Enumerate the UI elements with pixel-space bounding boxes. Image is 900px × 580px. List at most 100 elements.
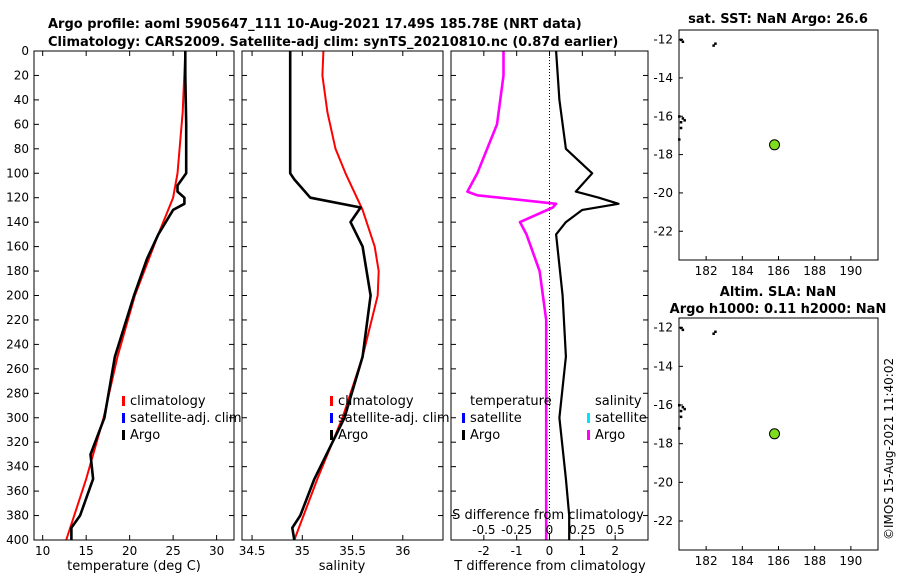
y-tick-label: 360 bbox=[6, 484, 29, 498]
y-tick-label: 260 bbox=[6, 362, 29, 376]
salinity-axes-frame bbox=[241, 50, 444, 541]
sst-map-panel: sat. SST: NaN Argo: 26.6 182 184 186 188 190… bbox=[653, 12, 879, 278]
y-tick-label: 200 bbox=[6, 289, 29, 303]
land-point bbox=[683, 119, 686, 122]
sla-map-title: Altim. SLA: NaN bbox=[720, 285, 836, 300]
temperature-xlabel: temperature (deg C) bbox=[67, 559, 201, 574]
y-tick-label: 340 bbox=[6, 460, 29, 474]
y-tick-label: 80 bbox=[14, 142, 29, 156]
y-tick-label: 320 bbox=[6, 435, 29, 449]
y-tick-label: 120 bbox=[6, 191, 29, 205]
y-tick-label: 20 bbox=[14, 68, 29, 82]
y-tick-label: 220 bbox=[6, 313, 29, 327]
legend-swatch-t-satellite bbox=[462, 413, 465, 423]
legend-swatch-satellite bbox=[330, 413, 333, 423]
map-x-tick-label: 190 bbox=[839, 554, 862, 568]
x-tick-label: 36 bbox=[395, 544, 410, 558]
sla-map-panel: Altim. SLA: NaN Argo h1000: 0.11 h2000: … bbox=[653, 285, 886, 568]
legend-label-climatology: climatology bbox=[130, 394, 206, 409]
secondary-x-tick-label: 0 bbox=[546, 523, 554, 537]
land-point bbox=[681, 40, 685, 43]
x-tick-label: 1 bbox=[579, 544, 587, 558]
legend-swatch-climatology bbox=[122, 396, 125, 406]
map-x-tick-label: 190 bbox=[839, 264, 862, 278]
copyright-timestamp: ©IMOS 15-Aug-2021 11:40:02 bbox=[882, 358, 896, 540]
legend-title-temperature: temperature bbox=[470, 394, 552, 409]
y-tick-label: 40 bbox=[14, 93, 29, 107]
map-y-tick-label: -22 bbox=[653, 224, 673, 238]
y-tick-label: 380 bbox=[6, 509, 29, 523]
y-tick-label: 0 bbox=[21, 44, 29, 58]
legend-label-s-argo: Argo bbox=[595, 428, 625, 443]
t-difference-argo-line bbox=[554, 50, 620, 540]
land-point bbox=[712, 332, 715, 335]
salinity-xlabel: salinity bbox=[319, 559, 366, 574]
legend-swatch-argo bbox=[330, 430, 333, 440]
land-point bbox=[679, 415, 683, 419]
legend-label-satellite: satellite-adj. clim bbox=[130, 411, 242, 426]
legend-label-satellite: satellite-adj. clim bbox=[338, 411, 450, 426]
map-y-tick-label: -20 bbox=[653, 475, 673, 489]
difference-panel: -2 -1 0 1 2 T difference from climatology S … bbox=[450, 50, 649, 574]
s-difference-argo-line bbox=[466, 51, 558, 540]
map-y-tick-label: -14 bbox=[653, 359, 673, 373]
sst-profile-location-marker bbox=[769, 139, 781, 151]
salinity-climatology-line bbox=[293, 50, 380, 541]
x-tick-label: 30 bbox=[209, 544, 224, 558]
land-point bbox=[679, 121, 683, 124]
legend-label-climatology: climatology bbox=[338, 394, 414, 409]
difference-legend-salinity: salinity satellite Argo bbox=[587, 394, 647, 443]
legend-swatch-s-satellite bbox=[587, 413, 590, 423]
map-y-tick-label: -16 bbox=[653, 109, 673, 123]
map-y-tick-label: -14 bbox=[653, 71, 673, 85]
legend-swatch-argo bbox=[122, 430, 125, 440]
x-tick-label: 2 bbox=[611, 544, 619, 558]
salinity-argo-line bbox=[288, 51, 372, 541]
land-point bbox=[712, 44, 715, 47]
difference-xlabel: T difference from climatology bbox=[453, 559, 646, 574]
map-y-tick-label: -20 bbox=[653, 186, 673, 200]
sla-profile-location-marker bbox=[769, 428, 781, 440]
x-tick-label: -2 bbox=[478, 544, 490, 558]
y-tick-label: 400 bbox=[6, 533, 29, 547]
secondary-x-tick-label: -0.5 bbox=[472, 523, 495, 537]
salinity-panel: 34.5 35 35.5 36 salinity climatology satell… bbox=[239, 50, 450, 574]
map-y-tick-label: -12 bbox=[653, 321, 673, 335]
legend-title-salinity: salinity bbox=[595, 394, 642, 409]
figure-title-line2: Climatology: CARS2009. Satellite-adj cli… bbox=[48, 35, 618, 50]
temperature-legend: climatology satellite-adj. clim Argo bbox=[122, 394, 242, 443]
temperature-climatology-line bbox=[65, 50, 187, 541]
land-point bbox=[683, 407, 686, 411]
legend-swatch-s-argo bbox=[587, 430, 590, 440]
y-tick-label: 140 bbox=[6, 215, 29, 229]
legend-swatch-climatology bbox=[330, 396, 333, 406]
map-x-tick-label: 186 bbox=[767, 554, 790, 568]
difference-xlabel-salinity: S difference from climatology bbox=[452, 508, 644, 523]
y-tick-label: 100 bbox=[6, 166, 29, 180]
map-x-tick-label: 184 bbox=[731, 554, 754, 568]
difference-legend-temperature: temperature satellite Argo bbox=[462, 394, 552, 443]
map-x-tick-label: 188 bbox=[803, 554, 826, 568]
legend-swatch-satellite bbox=[122, 413, 125, 423]
map-x-tick-label: 188 bbox=[803, 264, 826, 278]
x-tick-label: -1 bbox=[511, 544, 523, 558]
x-tick-label: 35 bbox=[295, 544, 310, 558]
map-y-tick-label: -12 bbox=[653, 33, 673, 47]
legend-label-argo: Argo bbox=[130, 428, 160, 443]
salinity-legend: climatology satellite-adj. clim Argo bbox=[330, 394, 450, 443]
y-tick-label: 280 bbox=[6, 386, 29, 400]
land-point bbox=[681, 405, 685, 409]
land-point bbox=[681, 117, 685, 120]
secondary-x-tick-label: 0.25 bbox=[569, 523, 596, 537]
land-point bbox=[714, 330, 717, 334]
legend-label-t-argo: Argo bbox=[470, 428, 500, 443]
x-tick-label: 34.5 bbox=[239, 544, 266, 558]
land-point bbox=[681, 328, 685, 332]
legend-label-t-satellite: satellite bbox=[470, 411, 522, 426]
x-tick-label: 20 bbox=[122, 544, 137, 558]
y-tick-label: 300 bbox=[6, 411, 29, 425]
x-tick-label: 15 bbox=[79, 544, 94, 558]
legend-label-argo: Argo bbox=[338, 428, 368, 443]
map-y-tick-label: -22 bbox=[653, 514, 673, 528]
